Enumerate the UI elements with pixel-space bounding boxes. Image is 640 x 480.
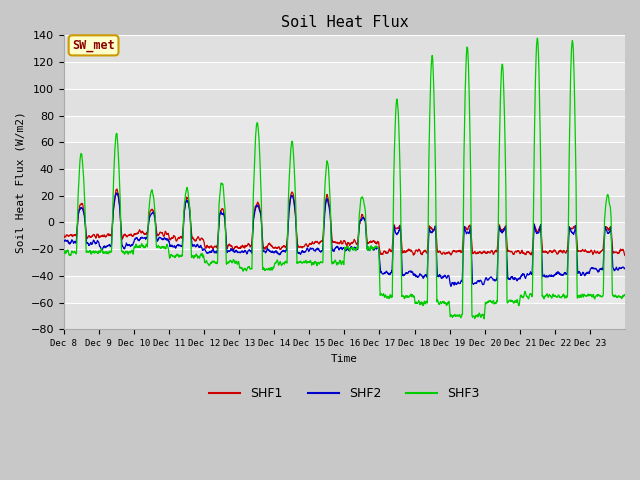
SHF2 [447, 284, 455, 289]
Bar [64, 169, 625, 196]
Bar [64, 302, 625, 329]
SHF3 [378, 292, 386, 298]
Bar [64, 116, 625, 142]
SHF3 [614, 294, 621, 300]
Bar [64, 62, 625, 89]
SHF2 [113, 190, 120, 196]
SHF1 [613, 250, 621, 255]
Bar [64, 249, 625, 276]
SHF3 [514, 297, 522, 303]
SHF1 [237, 244, 245, 250]
Legend: SHF1, SHF2, SHF3: SHF1, SHF2, SHF3 [204, 383, 485, 406]
SHF1 [378, 252, 386, 257]
Bar [64, 276, 625, 302]
SHF2 [514, 276, 522, 282]
SHF2 [621, 266, 629, 272]
SHF1 [60, 232, 68, 238]
Bar [64, 36, 625, 62]
Line: SHF2: SHF2 [64, 193, 625, 287]
Line: SHF1: SHF1 [64, 189, 625, 255]
SHF3 [60, 251, 68, 256]
SHF2 [378, 271, 386, 276]
SHF1 [545, 249, 553, 254]
SHF3 [621, 292, 629, 298]
Y-axis label: Soil Heat Flux (W/m2): Soil Heat Flux (W/m2) [15, 111, 25, 253]
SHF3 [480, 316, 488, 322]
SHF2 [60, 238, 68, 244]
Bar [64, 222, 625, 249]
SHF3 [116, 185, 124, 191]
Bar [64, 89, 625, 116]
Line: SHF3: SHF3 [64, 38, 625, 319]
SHF1 [514, 248, 522, 254]
SHF1 [113, 186, 121, 192]
SHF2 [237, 249, 245, 254]
X-axis label: Time: Time [331, 354, 358, 364]
SHF3 [533, 36, 541, 41]
SHF2 [614, 267, 621, 273]
SHF1 [116, 208, 124, 214]
Bar [64, 142, 625, 169]
SHF3 [237, 264, 244, 270]
SHF3 [546, 292, 554, 298]
SHF2 [546, 272, 554, 278]
Text: SW_met: SW_met [72, 39, 115, 52]
SHF1 [621, 252, 629, 258]
Title: Soil Heat Flux: Soil Heat Flux [280, 15, 408, 30]
Bar [64, 196, 625, 222]
SHF2 [116, 209, 124, 215]
